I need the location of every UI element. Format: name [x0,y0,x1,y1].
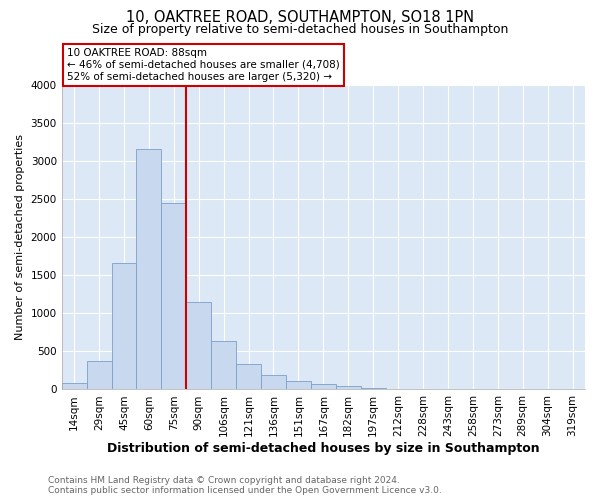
Bar [161,204,186,390]
Bar [86,361,112,390]
Text: Size of property relative to semi-detached houses in Southampton: Size of property relative to semi-detach… [92,22,508,36]
Bar [261,376,286,390]
Text: Contains HM Land Registry data © Crown copyright and database right 2024.
Contai: Contains HM Land Registry data © Crown c… [48,476,442,495]
Bar [336,386,361,390]
Bar [236,364,261,390]
Bar [286,380,311,390]
Bar [311,384,336,390]
Bar [386,388,410,390]
Bar [211,342,236,390]
Bar [361,388,386,390]
Text: 10 OAKTREE ROAD: 88sqm
← 46% of semi-detached houses are smaller (4,708)
52% of : 10 OAKTREE ROAD: 88sqm ← 46% of semi-det… [67,48,340,82]
X-axis label: Distribution of semi-detached houses by size in Southampton: Distribution of semi-detached houses by … [107,442,539,455]
Bar [136,150,161,390]
Text: 10, OAKTREE ROAD, SOUTHAMPTON, SO18 1PN: 10, OAKTREE ROAD, SOUTHAMPTON, SO18 1PN [126,10,474,25]
Y-axis label: Number of semi-detached properties: Number of semi-detached properties [15,134,25,340]
Bar [62,384,86,390]
Bar [186,302,211,390]
Bar [112,263,136,390]
